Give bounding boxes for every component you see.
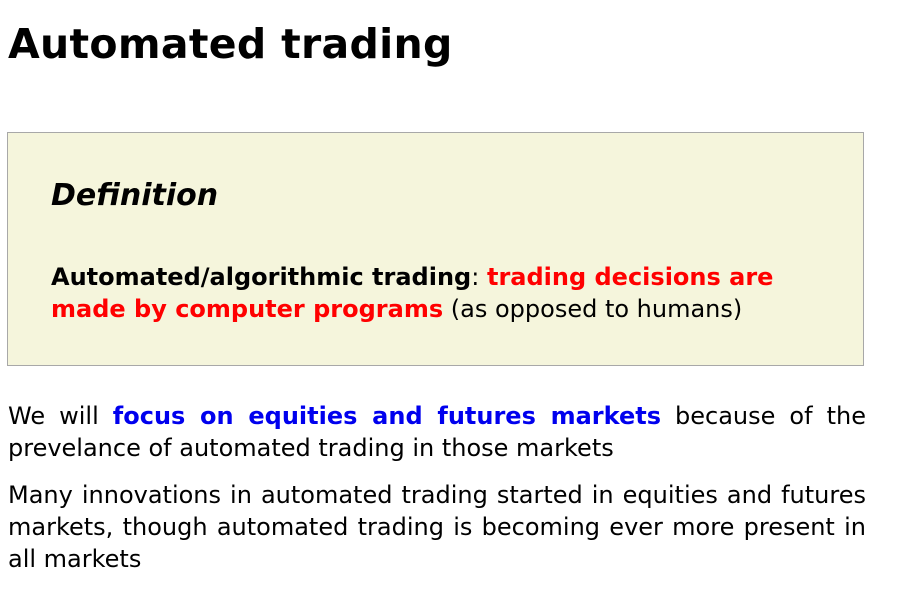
paragraph-focus-before: We will [8, 402, 99, 430]
page-title: Automated trading [8, 20, 453, 68]
paragraph-focus: We will focus on equities and futures ma… [8, 400, 866, 464]
definition-term: Automated/algorithmic trading [51, 263, 472, 291]
paragraph-innovations: Many innovations in automated trading st… [8, 481, 866, 573]
definition-rest: (as opposed to humans) [450, 295, 743, 323]
paragraph-focus-after: because of the prevelance of automated t… [8, 402, 866, 462]
paragraph-focus-highlight: focus on equities and futures markets [112, 402, 661, 430]
definition-box: Definition Automated/algorithmic trading… [7, 132, 864, 366]
definition-highlight: trading decisions are made by computer p… [51, 263, 774, 323]
definition-heading: Definition [51, 178, 219, 213]
definition-text: Automated/algorithmic trading: trading d… [51, 261, 851, 325]
definition-separator: : [471, 263, 480, 291]
